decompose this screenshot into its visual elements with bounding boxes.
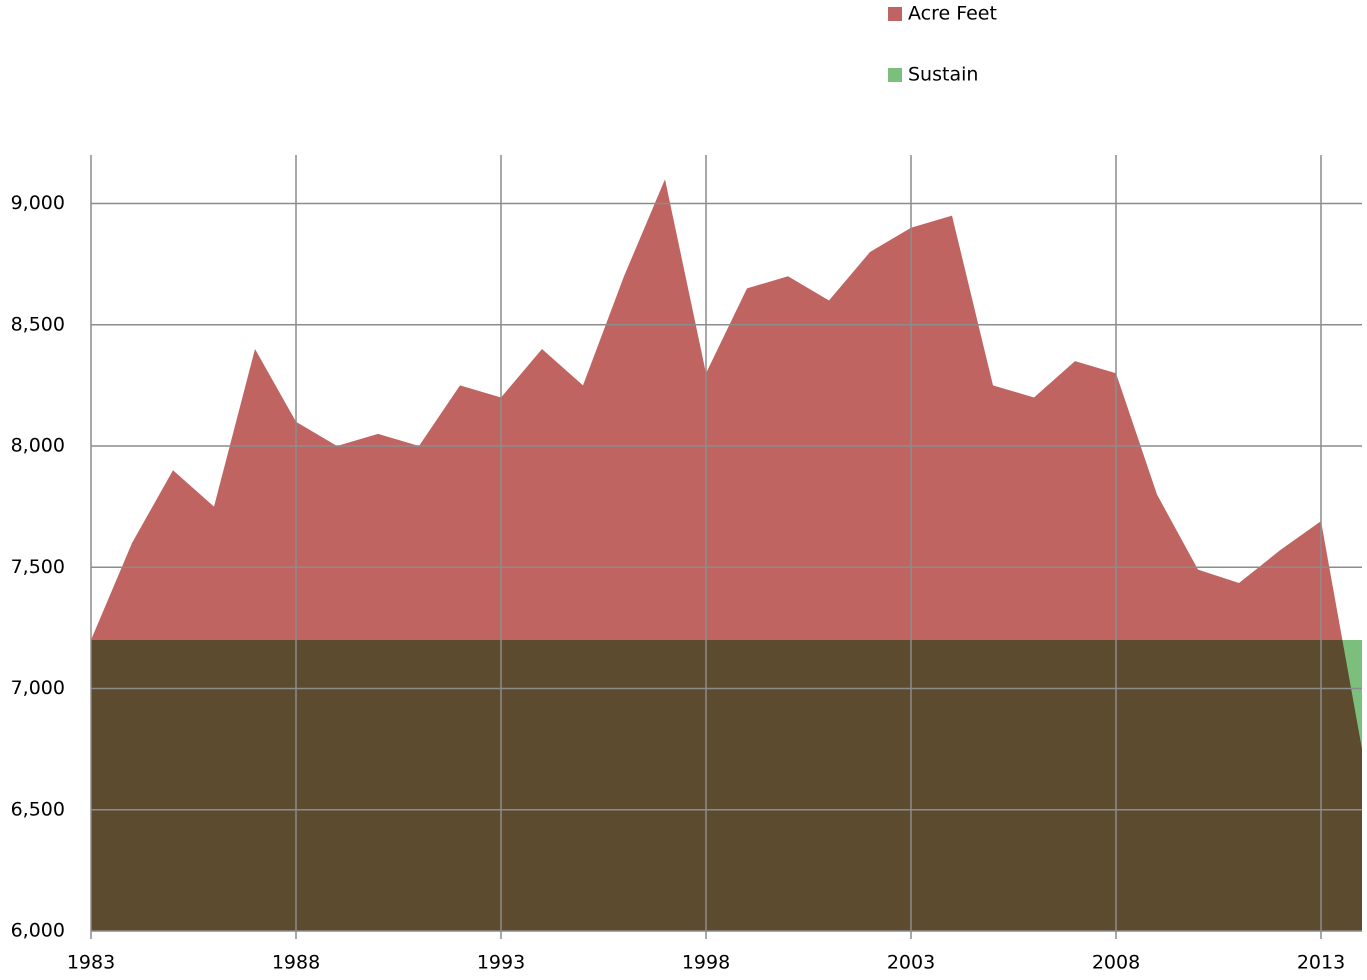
y-tick-label: 8,000 [11,435,65,457]
x-tick-label: 1983 [67,952,115,974]
legend-label: Sustain [908,64,978,86]
y-tick-label: 6,500 [11,798,65,820]
y-tick-label: 6,000 [11,920,65,942]
legend-swatch [888,68,902,82]
y-tick-label: 7,500 [11,556,65,578]
area [91,640,1362,931]
y-tick-label: 7,000 [11,677,65,699]
y-tick-label: 8,500 [11,313,65,335]
legend-swatch [888,7,902,21]
x-tick-label: 1998 [682,952,730,974]
legend-label: Acre Feet [908,3,997,25]
y-tick-label: 9,000 [11,192,65,214]
x-tick-label: 2008 [1092,952,1140,974]
x-tick-label: 1988 [272,952,320,974]
x-tick-label: 2003 [887,952,935,974]
x-tick-label: 2013 [1297,952,1345,974]
x-tick-label: 1993 [477,952,525,974]
